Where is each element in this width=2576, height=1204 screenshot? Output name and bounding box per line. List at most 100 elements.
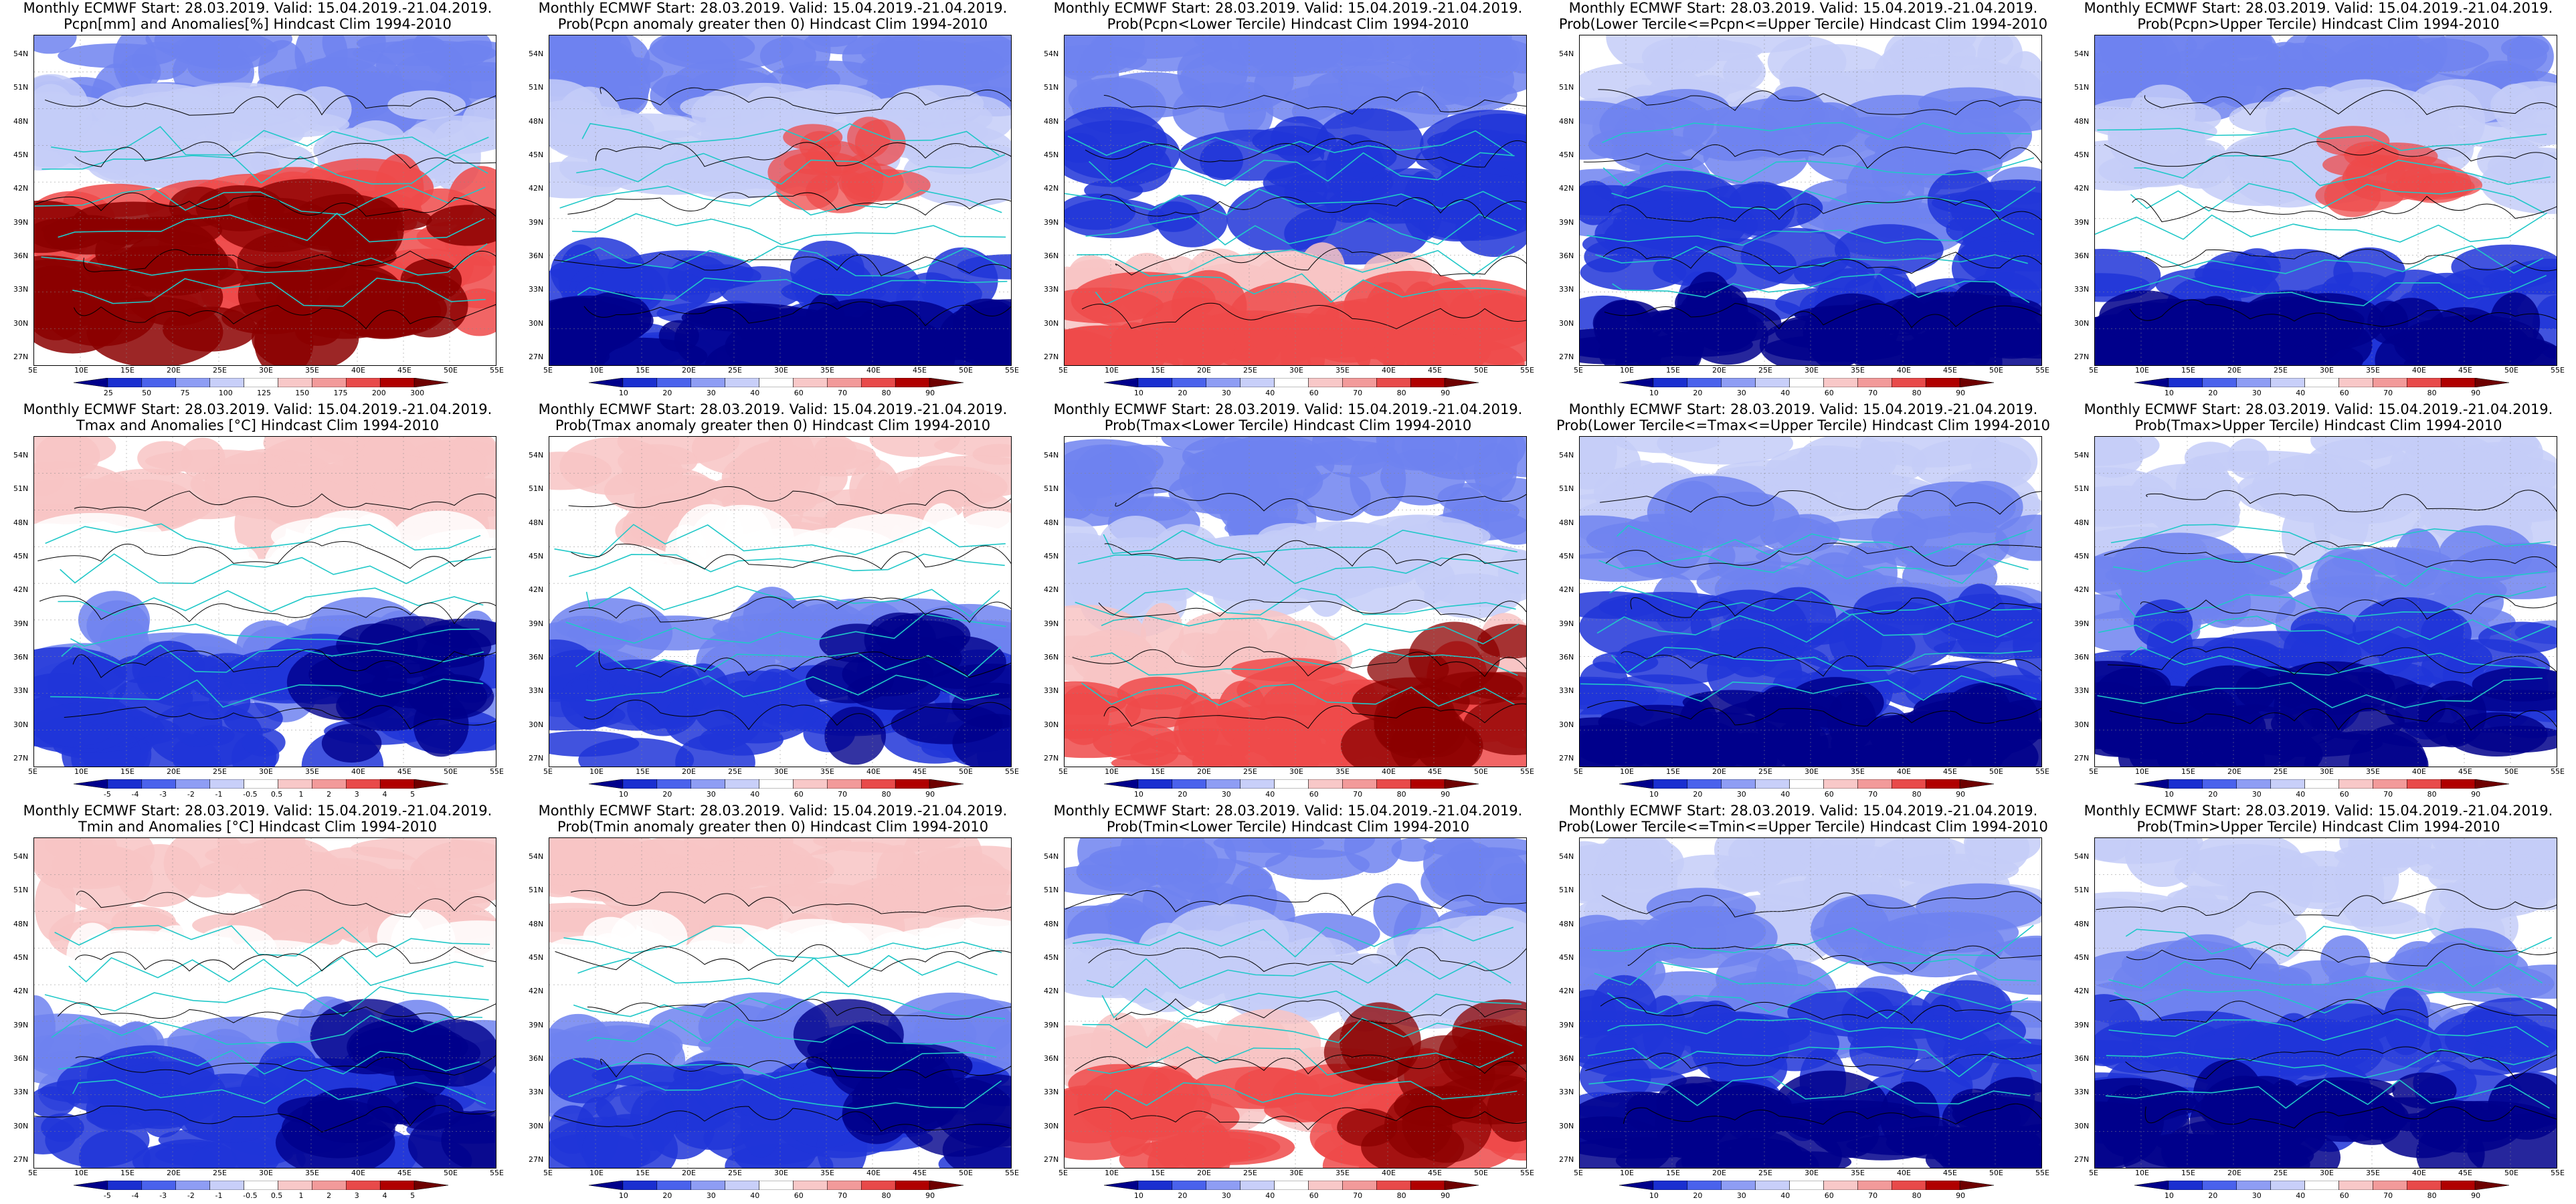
colorbar: 10 20 30 40 60 70 80 90: [589, 779, 963, 799]
colorbar-segment: [1206, 1181, 1240, 1190]
lon-tick-label: 25E: [213, 366, 227, 375]
colorbar-tick-label: -2: [187, 790, 195, 799]
colorbar-segment: [413, 779, 448, 789]
lon-tick-label: 15E: [120, 1169, 134, 1177]
lon-tick-label: 25E: [728, 767, 742, 776]
lat-tick-label: 33N: [13, 285, 29, 294]
lon-tick-label: 15E: [1666, 1169, 1680, 1177]
lon-tick-label: 15E: [120, 366, 134, 375]
panel-title-line1: Monthly ECMWF Start: 28.03.2019. Valid: …: [1053, 0, 1523, 16]
lat-tick-label: 39N: [2074, 217, 2090, 227]
colorbar-tick-label: 20: [662, 1191, 672, 1200]
colorbar-segment: [1619, 779, 1654, 789]
lon-tick-label: 35E: [2366, 1169, 2380, 1177]
colorbar-tick-label: 80: [1912, 790, 1922, 799]
lon-tick-label: 50E: [444, 366, 458, 375]
lon-tick-label: 35E: [1336, 767, 1350, 776]
lat-tick-label: 45N: [1044, 953, 1059, 962]
panel-title-line2: Prob(Tmax>Upper Tercile) Hindcast Clim 1…: [2134, 417, 2502, 433]
colorbar-tick-label: 200: [371, 389, 386, 397]
colorbar-segment: [312, 779, 347, 789]
lon-tick-label: 15E: [636, 1169, 650, 1177]
lon-tick-label: 55E: [490, 366, 504, 375]
lat-tick-label: 27N: [2074, 754, 2090, 763]
colorbar-segment: [2440, 378, 2476, 387]
colorbar-tick-label: 10: [1133, 389, 1143, 397]
lon-tick-label: 10E: [1105, 1169, 1119, 1177]
colorbar-segment: [1755, 378, 1790, 387]
map-panel: Monthly ECMWF Start: 28.03.2019. Valid: …: [1030, 401, 1546, 803]
lat-tick-label: 36N: [13, 653, 29, 662]
lon-tick-label: 55E: [1005, 366, 1019, 375]
lon-tick-label: 45E: [1943, 1169, 1957, 1177]
lon-tick-label: 10E: [2135, 767, 2149, 776]
colorbar-tick-label: 80: [1396, 389, 1406, 397]
colorbar-tick-label: 125: [257, 389, 271, 397]
colorbar-segment: [759, 1181, 794, 1190]
lat-tick-label: 42N: [2074, 184, 2090, 193]
colorbar-segment: [278, 1181, 312, 1190]
colorbar-segment: [1892, 378, 1926, 387]
lon-tick-label: 10E: [1105, 366, 1119, 375]
lon-tick-label: 5E: [1059, 366, 1068, 375]
colorbar-segment: [1342, 1181, 1377, 1190]
colorbar-tick-label: 40: [1265, 790, 1275, 799]
colorbar-tick-label: 40: [1265, 1191, 1275, 1200]
map-panel: Monthly ECMWF Start: 28.03.2019. Valid: …: [1030, 0, 1546, 401]
colorbar-segment: [589, 378, 624, 387]
lon-tick-label: 50E: [959, 767, 973, 776]
lat-tick-label: 54N: [2074, 852, 2090, 861]
map-frame: [33, 35, 496, 366]
colorbar-tick-label: 80: [2427, 1191, 2437, 1200]
colorbar-tick-label: 70: [838, 1191, 848, 1200]
lon-tick-label: 20E: [1197, 1169, 1211, 1177]
lat-tick-label: 42N: [1559, 987, 1574, 996]
colorbar-tick-label: 30: [1221, 790, 1231, 799]
colorbar-segment: [2134, 378, 2169, 387]
colorbar-segment: [1857, 1181, 1892, 1190]
lat-tick-label: 39N: [13, 619, 29, 628]
forecast-field-map: [1065, 35, 1526, 365]
lon-tick-label: 40E: [1382, 1169, 1396, 1177]
colorbar-segment: [656, 1181, 691, 1190]
colorbar-tick-label: 90: [1441, 389, 1451, 397]
panel-title-line1: Monthly ECMWF Start: 28.03.2019. Valid: …: [1568, 401, 2038, 417]
lon-tick-label: 10E: [1620, 1169, 1634, 1177]
colorbar-segment: [2134, 1181, 2169, 1190]
lat-tick-label: 33N: [529, 1088, 544, 1097]
lon-tick-label: 30E: [1805, 767, 1819, 776]
lon-tick-label: 55E: [1005, 767, 1019, 776]
lon-tick-label: 30E: [1805, 1169, 1819, 1177]
lat-tick-label: 27N: [1559, 353, 1574, 361]
lat-tick-label: 39N: [1559, 217, 1574, 227]
colorbar-segment: [589, 1181, 624, 1190]
colorbar-segment: [2168, 779, 2203, 789]
lat-tick-label: 51N: [529, 886, 544, 895]
colorbar-segment: [2407, 378, 2442, 387]
lat-tick-label: 33N: [1044, 686, 1059, 696]
colorbar-segment: [1444, 779, 1479, 789]
colorbar-tick-label: 60: [2339, 790, 2349, 799]
panel-title-line1: Monthly ECMWF Start: 28.03.2019. Valid: …: [2084, 0, 2553, 16]
colorbar-segment: [827, 779, 862, 789]
colorbar-segment: [2474, 1181, 2509, 1190]
colorbar-segment: [107, 378, 143, 387]
colorbar-tick-label: 10: [2164, 389, 2174, 397]
lat-tick-label: 54N: [529, 451, 544, 460]
lat-tick-label: 51N: [529, 83, 544, 92]
lon-tick-label: 40E: [2412, 1169, 2426, 1177]
lon-tick-label: 25E: [728, 1169, 742, 1177]
colorbar-segment: [1274, 1181, 1309, 1190]
lon-tick-label: 50E: [2504, 1169, 2518, 1177]
colorbar-segment: [2202, 378, 2237, 387]
map-panel: Monthly ECMWF Start: 28.03.2019. Valid: …: [515, 401, 1030, 803]
colorbar: 10 20 30 40 60 70 80 90: [2134, 378, 2509, 397]
colorbar-segment: [209, 378, 244, 387]
forecast-field-map: [549, 437, 1011, 767]
map-panel: Monthly ECMWF Start: 28.03.2019. Valid: …: [0, 803, 515, 1204]
lat-tick-label: 54N: [1559, 49, 1574, 58]
lon-tick-label: 55E: [2551, 366, 2565, 375]
lat-tick-label: 30N: [1044, 1121, 1059, 1130]
lon-tick-label: 50E: [2504, 366, 2518, 375]
lat-tick-label: 54N: [1044, 49, 1059, 58]
